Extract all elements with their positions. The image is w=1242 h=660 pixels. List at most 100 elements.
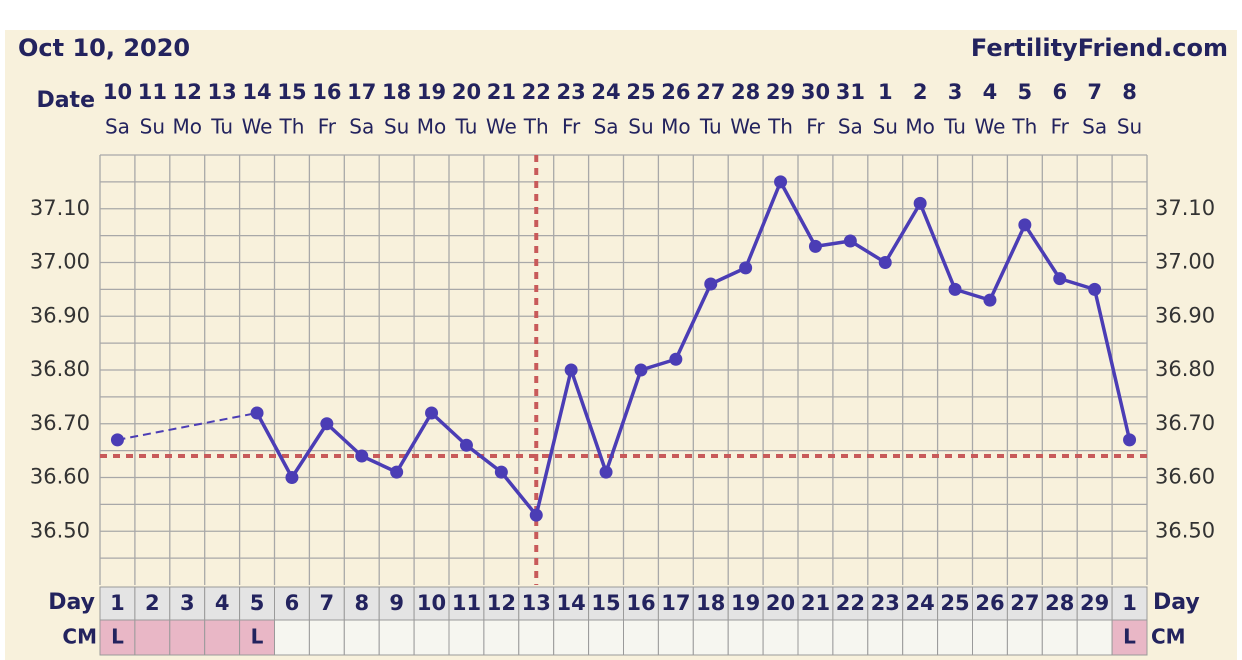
cm-cell (588, 619, 624, 656)
day-row-label-right: Day (1153, 590, 1200, 615)
day-label: 5 (250, 591, 265, 615)
temperature-point (983, 293, 997, 307)
day-label: 24 (906, 591, 935, 615)
y2-tick-label: 36.90 (1155, 303, 1215, 327)
day-cell (204, 586, 241, 621)
day-label: 10 (417, 591, 446, 615)
day-label: 15 (591, 591, 620, 615)
temperature-point (1018, 218, 1032, 232)
date-label: 31 (836, 80, 865, 104)
temperature-point (878, 256, 892, 269)
weekday-label: Su (384, 115, 409, 139)
date-label: 30 (801, 80, 830, 104)
date-label: 1 (878, 80, 893, 104)
weekday-label: We (974, 115, 1005, 139)
day-label: 14 (557, 591, 586, 615)
date-label: 4 (983, 80, 998, 104)
cm-cell (1041, 619, 1078, 656)
date-label: 17 (347, 80, 376, 104)
cm-cell (308, 619, 345, 656)
weekday-label: Su (873, 115, 898, 139)
day-label: 29 (1080, 591, 1109, 615)
date-label: 20 (452, 80, 481, 104)
day-cell (483, 586, 520, 621)
weekday-label: Tu (699, 115, 722, 139)
y2-tick-label: 37.00 (1155, 250, 1215, 274)
day-cell (518, 586, 555, 621)
cm-cell (937, 619, 973, 656)
date-label: 7 (1087, 80, 1102, 104)
y2-tick-label: 36.50 (1155, 518, 1215, 542)
weekday-label: Th (767, 115, 793, 139)
date-label: 28 (731, 80, 760, 104)
date-label: 23 (557, 80, 586, 104)
day-label: 16 (626, 591, 655, 615)
day-label: 9 (389, 591, 404, 615)
cm-cell (797, 619, 834, 656)
day-cell (239, 586, 276, 621)
day-label: 13 (522, 591, 551, 615)
weekday-label: Su (1117, 115, 1142, 139)
cm-cell (204, 619, 241, 656)
date-label: 19 (417, 80, 446, 104)
day-cell (448, 586, 485, 621)
weekday-label: We (486, 115, 517, 139)
temperature-point (1088, 282, 1102, 296)
day-cell (378, 586, 415, 621)
temperature-point (808, 239, 822, 253)
date-label: 21 (487, 80, 516, 104)
cm-cell (483, 619, 520, 656)
date-label: 5 (1018, 80, 1033, 104)
weekday-label: Tu (455, 115, 478, 139)
cm-cell (1111, 619, 1148, 656)
day-cell (274, 586, 310, 621)
day-label: 22 (836, 591, 865, 615)
date-label: 22 (522, 80, 551, 104)
day-cell (692, 586, 729, 621)
weekday-label: Su (140, 115, 165, 139)
day-label: 11 (452, 591, 481, 615)
temperature-point (355, 449, 369, 463)
cm-cell (972, 619, 1008, 656)
temperature-point (250, 406, 264, 420)
weekday-label: We (730, 115, 761, 139)
weekday-label: Fr (806, 115, 825, 139)
date-label: 26 (661, 80, 690, 104)
day-label: 12 (487, 591, 516, 615)
weekday-label: Th (278, 115, 304, 139)
day-label: 20 (766, 591, 795, 615)
weekday-label: Su (628, 115, 653, 139)
day-cell (169, 586, 206, 621)
temperature-point (843, 234, 857, 248)
temperature-point (1053, 272, 1067, 286)
temperature-point (529, 508, 543, 522)
day-label: 2 (145, 591, 160, 615)
temperature-point (564, 363, 578, 377)
day-label: 4 (215, 591, 230, 615)
day-label: 17 (661, 591, 690, 615)
temperature-point (285, 471, 299, 484)
weekday-label: Fr (318, 115, 337, 139)
y2-tick-label: 37.10 (1155, 196, 1215, 220)
day-label: 8 (354, 591, 369, 615)
cm-cell (343, 619, 380, 656)
date-label: 29 (766, 80, 795, 104)
y-tick-label: 36.90 (30, 303, 90, 327)
temperature-point (459, 438, 473, 452)
y-tick-label: 36.60 (30, 465, 90, 489)
y2-tick-label: 36.80 (1155, 357, 1215, 381)
y-tick-label: 36.80 (30, 357, 90, 381)
temperature-point (913, 196, 927, 210)
cm-label: L (1123, 625, 1136, 649)
gap-connector (117, 412, 258, 441)
day-label: 21 (801, 591, 830, 615)
day-label: 26 (975, 591, 1004, 615)
date-label: 2 (913, 80, 928, 104)
weekday-label: Sa (838, 115, 863, 139)
cm-cell (832, 619, 869, 656)
cm-cell (134, 619, 171, 656)
cm-cell (762, 619, 799, 656)
date-label: 10 (103, 80, 132, 104)
y-tick-label: 37.10 (30, 196, 90, 220)
